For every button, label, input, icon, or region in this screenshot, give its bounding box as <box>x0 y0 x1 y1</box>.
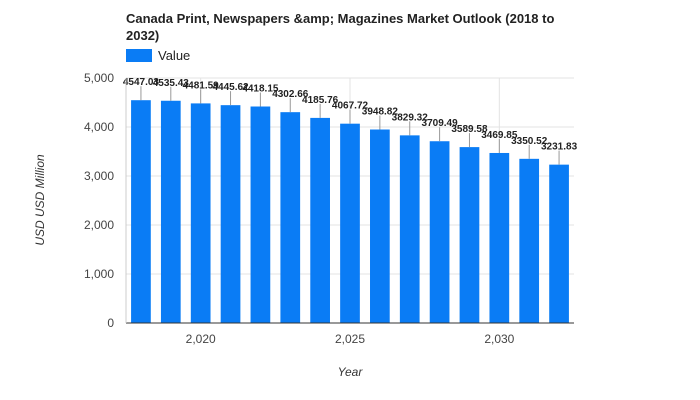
y-tick-label: 4,000 <box>84 120 114 134</box>
data-label: 3589.58 <box>451 124 488 135</box>
x-tick-label: 2,025 <box>335 332 365 346</box>
chart-title-line-1: Canada Print, Newspapers &amp; Magazines… <box>126 11 554 26</box>
bar <box>429 141 450 323</box>
bar <box>489 152 510 323</box>
legend-label: Value <box>158 48 190 63</box>
y-tick-label: 5,000 <box>84 71 114 85</box>
data-label: 4185.76 <box>302 95 339 106</box>
y-tick-label: 1,000 <box>84 267 114 281</box>
data-label: 3948.82 <box>362 107 399 118</box>
bar <box>220 105 241 324</box>
bars <box>131 100 569 324</box>
data-label: 3469.85 <box>481 130 518 141</box>
axes: 0 1,000 2,000 3,000 4,000 5,000 2,020 2,025 2,03… <box>84 71 574 346</box>
x-tick-label: 2,020 <box>186 332 216 346</box>
data-label: 3231.83 <box>541 142 578 153</box>
bar <box>370 129 390 323</box>
y-tick-label: 3,000 <box>84 169 114 183</box>
y-axis-title: USD USD Million <box>33 154 47 246</box>
data-label: 4535.43 <box>153 78 190 89</box>
x-axis-title: Year <box>338 365 364 379</box>
x-tick-label: 2,030 <box>484 332 514 346</box>
y-tick-label: 2,000 <box>84 218 114 232</box>
data-label: 4547.03 <box>123 77 160 88</box>
bar <box>399 135 420 323</box>
bar <box>190 103 211 323</box>
data-label: 4067.72 <box>332 101 369 112</box>
bar <box>310 117 330 323</box>
legend-swatch <box>126 49 152 62</box>
y-tick-label: 0 <box>107 316 114 330</box>
bar <box>459 147 480 323</box>
data-labels: 4547.034535.434481.594445.624418.154302.… <box>123 77 578 165</box>
bar <box>131 100 151 324</box>
data-label: 3709.49 <box>422 118 459 129</box>
bar <box>280 112 301 323</box>
bar <box>549 164 569 323</box>
chart-title-line-2: 2032) <box>126 28 159 43</box>
bar <box>340 123 360 323</box>
data-label: 4445.62 <box>212 82 249 93</box>
data-label: 4302.66 <box>272 89 309 100</box>
bar <box>250 106 271 323</box>
data-label: 3829.32 <box>392 112 429 123</box>
data-label: 4418.15 <box>242 84 279 95</box>
bar <box>160 100 181 323</box>
data-label: 4481.59 <box>183 80 220 91</box>
data-label: 3350.52 <box>511 136 548 147</box>
bar <box>519 158 540 323</box>
